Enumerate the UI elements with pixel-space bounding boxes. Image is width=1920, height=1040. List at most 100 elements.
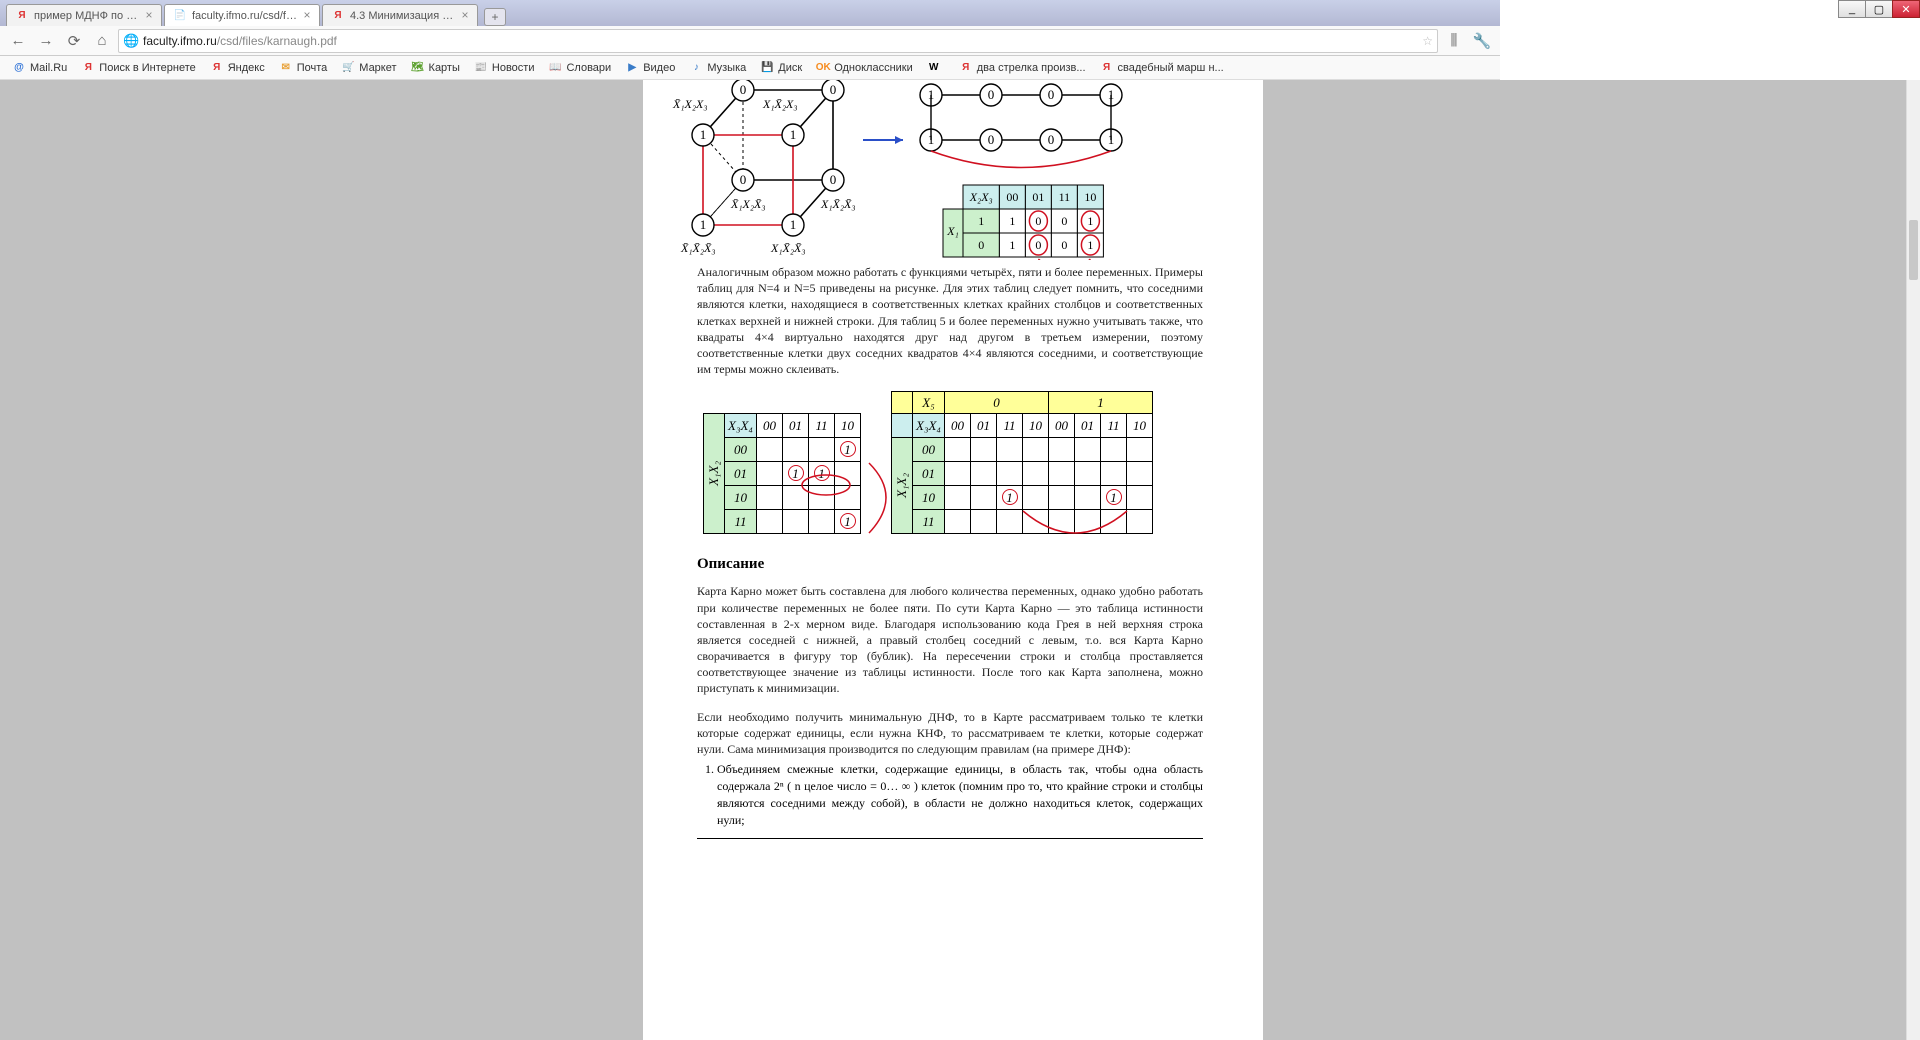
bookmark-item[interactable]: 📖Словари	[542, 58, 617, 78]
svg-text:X₁X̄₂X̄₃: X₁X̄₂X̄₃	[770, 241, 806, 255]
bookmark-item[interactable]: Ясвадебный марш н...	[1094, 58, 1230, 78]
svg-text:X̄₁X̄₂X̄₃: X̄₁X̄₂X̄₃	[680, 241, 716, 255]
tab-title: 4.3 Минимизация логичес	[350, 10, 455, 22]
bookmark-icon: OK	[816, 61, 830, 75]
bookmark-item[interactable]: 🛒 Маркет	[335, 58, 402, 78]
signal-icon: ⫼	[1442, 29, 1466, 53]
svg-text:X₂X₃: X₂X₃	[969, 190, 993, 204]
new-tab-button[interactable]: +	[484, 8, 506, 26]
svg-text:00: 00	[1006, 190, 1018, 204]
bookmark-icon: Я	[81, 61, 95, 75]
wrench-icon[interactable]: 🔧	[1470, 29, 1494, 53]
svg-text:1: 1	[1087, 238, 1093, 252]
paragraph-1: Аналогичным образом можно работать с фун…	[643, 260, 1263, 379]
browser-tab[interactable]: Я 4.3 Минимизация логичес×	[322, 4, 478, 26]
favicon: Я	[15, 9, 29, 23]
scrollbar-thumb[interactable]	[1909, 220, 1918, 280]
svg-text:0: 0	[1035, 238, 1041, 252]
bookmark-item[interactable]: OKОдноклассники	[810, 58, 919, 78]
svg-text:X̄₁X₂X₃: X̄₁X₂X₃	[672, 97, 708, 111]
svg-text:X₁X̄₂X̄₃: X₁X̄₂X̄₃	[820, 197, 856, 211]
bookmark-item[interactable]: Я Поиск в Интернете	[75, 58, 201, 78]
svg-text:0: 0	[1061, 238, 1067, 252]
rule-1: Объединяем смежные клетки, содержащие ед…	[717, 761, 1203, 828]
url-host: faculty.ifmo.ru	[143, 34, 217, 48]
bookmark-icon: 🛒	[341, 61, 355, 75]
bookmark-icon: 💾	[760, 61, 774, 75]
bookmark-icon: W	[927, 61, 941, 75]
paragraph-2: Карта Карно может быть составлена для лю…	[643, 579, 1263, 698]
back-button[interactable]: ←	[6, 29, 30, 53]
globe-icon: 🌐	[123, 33, 139, 49]
tab-strip: Япример МДНФ по картам×📄faculty.ifmo.ru/…	[0, 0, 1500, 26]
svg-text:0: 0	[1048, 132, 1055, 147]
svg-text:1: 1	[1009, 214, 1015, 228]
pdf-page: 00110011X̄₁X₂X₃X₁X̄₂X₃X̄₁X₂X̄₃X₁X̄₂X̄₃X̄…	[643, 80, 1263, 1040]
bookmark-item[interactable]: ♪Музыка	[683, 58, 752, 78]
bookmark-icon: Я	[959, 61, 973, 75]
bookmark-icon: 📰	[474, 61, 488, 75]
bookmark-label: Карты	[429, 62, 460, 74]
svg-text:0: 0	[830, 82, 837, 97]
browser-tab[interactable]: 📄faculty.ifmo.ru/csd/files/ka×	[164, 4, 320, 26]
svg-text:1: 1	[1009, 238, 1015, 252]
bookmark-icon: 📖	[548, 61, 562, 75]
home-button[interactable]: ⌂	[90, 29, 114, 53]
bookmark-item[interactable]: @ Mail.Ru	[6, 58, 73, 78]
pdf-viewport: 00110011X̄₁X₂X₃X₁X̄₂X₃X̄₁X₂X̄₃X₁X̄₂X̄₃X̄…	[0, 80, 1906, 1040]
svg-text:1: 1	[1087, 214, 1093, 228]
bookmark-item[interactable]: 🗺Карты	[405, 58, 466, 78]
tab-close-icon[interactable]: ×	[142, 8, 156, 22]
bookmark-label: Музыка	[707, 62, 746, 74]
svg-text:X₁X̄₂X₃: X₁X̄₂X₃	[762, 97, 798, 111]
tab-title: пример МДНФ по картам	[34, 10, 139, 22]
bookmark-label: Поиск в Интернете	[99, 62, 195, 74]
kmap-n4: X₁X₂X₃X₄00011110001011110111	[703, 413, 861, 534]
bookmark-item[interactable]: ✉Почта	[273, 58, 334, 78]
svg-text:01: 01	[1032, 190, 1044, 204]
bookmark-icon: Я	[1100, 61, 1114, 75]
bookmark-item[interactable]: 📰Новости	[468, 58, 541, 78]
svg-text:0: 0	[1035, 214, 1041, 228]
close-button[interactable]: ✕	[1892, 0, 1920, 18]
bookmark-label: Mail.Ru	[30, 62, 67, 74]
bookmark-label: Маркет	[359, 62, 396, 74]
tab-close-icon[interactable]: ×	[458, 8, 472, 22]
favicon: Я	[331, 9, 345, 23]
maximize-button[interactable]: ▢	[1865, 0, 1893, 18]
cube-diagram: 00110011X̄₁X₂X₃X₁X̄₂X₃X̄₁X₂X̄₃X₁X̄₂X̄₃X̄…	[643, 80, 1263, 260]
svg-text:0: 0	[830, 172, 837, 187]
bookmark-star-icon[interactable]: ☆	[1422, 34, 1433, 48]
svg-text:0: 0	[740, 82, 747, 97]
forward-button[interactable]: →	[34, 29, 58, 53]
window-controls: _ ▢ ✕	[1839, 0, 1920, 18]
svg-text:1: 1	[978, 214, 984, 228]
reload-button[interactable]: ⟳	[62, 29, 86, 53]
browser-tab[interactable]: Япример МДНФ по картам×	[6, 4, 162, 26]
bookmark-label: свадебный марш н...	[1118, 62, 1224, 74]
bookmark-item[interactable]: ЯЯндекс	[204, 58, 271, 78]
tab-title: faculty.ifmo.ru/csd/files/ka	[192, 10, 297, 22]
bookmark-item[interactable]: ▶Видео	[619, 58, 681, 78]
minimize-button[interactable]: _	[1838, 0, 1866, 18]
bookmarks-bar: @Mail.RuЯПоиск в ИнтернетеЯЯндекс✉Почта🛒…	[0, 56, 1500, 80]
bookmark-icon: ▶	[625, 61, 639, 75]
rule-list: Объединяем смежные клетки, содержащие ед…	[643, 759, 1263, 830]
bookmark-item[interactable]: Ядва стрелка произв...	[953, 58, 1092, 78]
bookmark-icon: ✉	[279, 61, 293, 75]
section-heading: Описание	[643, 542, 1263, 579]
paragraph-3: Если необходимо получить минимальную ДНФ…	[643, 705, 1263, 760]
bookmark-label: два стрелка произв...	[977, 62, 1086, 74]
tab-close-icon[interactable]: ×	[300, 8, 314, 22]
vertical-scrollbar[interactable]	[1906, 80, 1920, 1040]
svg-text:0: 0	[988, 87, 995, 102]
bookmark-icon: @	[12, 61, 26, 75]
bookmark-label: Яндекс	[228, 62, 265, 74]
address-bar[interactable]: 🌐 faculty.ifmo.ru/csd/files/karnaugh.pdf…	[118, 29, 1438, 53]
bookmark-item[interactable]: W	[921, 58, 951, 78]
svg-text:11: 11	[1059, 190, 1071, 204]
url-path: /csd/files/karnaugh.pdf	[217, 34, 337, 48]
bookmark-item[interactable]: 💾Диск	[754, 58, 808, 78]
svg-text:0: 0	[1048, 87, 1055, 102]
svg-text:1: 1	[700, 127, 707, 142]
